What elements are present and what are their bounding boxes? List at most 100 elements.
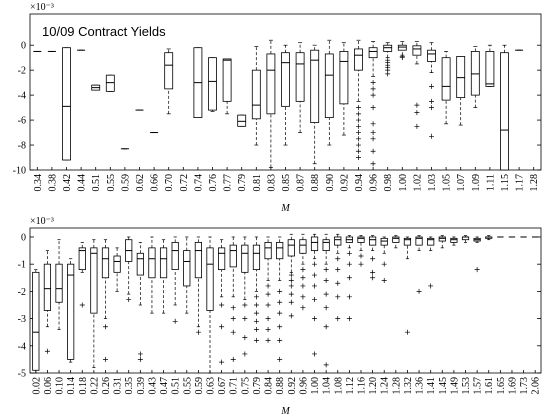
y-tick-label: -4 [18,91,26,102]
box [171,242,179,271]
x-tick-label: 0.79 [237,174,248,192]
x-tick-label: 0.55 [182,377,193,395]
box [412,45,422,56]
y-tick-label: -8 [18,141,26,152]
box [105,74,115,92]
x-tick-label: 0.67 [217,377,228,395]
outlier [300,294,306,300]
outlier [102,324,108,330]
x-tick-label: 0.76 [208,174,219,192]
box [183,250,191,287]
outlier [300,275,306,281]
box [450,237,458,243]
box [500,52,509,171]
outlier [414,102,420,108]
outlier [230,305,236,311]
x-tick-label: 0.83 [266,174,277,192]
outlier [404,329,410,335]
box [241,244,249,273]
outlier [335,267,341,273]
box [427,49,436,62]
x-tick-label: 1.11 [485,174,496,191]
outlier [300,283,306,289]
x-tick-label: 1.00 [398,174,409,192]
outlier [399,55,405,61]
outlier [335,280,341,286]
outlier [312,272,318,278]
box [427,237,435,246]
box [281,52,290,107]
x-tick-label: 0.35 [124,377,135,395]
x-tick-label: 0.59 [120,174,131,192]
x-tick-label: 0.79 [252,377,263,395]
x-tick-label: 1.73 [519,377,530,395]
outlier [428,283,434,289]
box [159,247,168,279]
box [101,247,110,279]
box [441,57,451,101]
outlier [288,291,294,297]
outlier [300,305,306,311]
outlier [312,316,318,322]
box [55,263,63,303]
x-tick-label: 0.47 [159,377,170,395]
outlier [335,294,341,300]
outlier [474,267,480,273]
x-tick-label: 0.92 [287,377,298,395]
x-tick-label: 1.45 [438,377,449,395]
box [218,247,226,271]
x-tick-label: 0.75 [240,377,251,395]
x-tick-label: 0.96 [369,174,380,192]
outlier [277,299,283,305]
box [252,244,261,271]
outlier [253,294,259,300]
outlier [253,326,259,332]
x-tick-label: 1.61 [484,377,495,395]
outlier [356,155,361,161]
outlier [44,348,50,354]
outlier [219,359,225,365]
outlier [253,310,259,316]
outlier [370,275,376,281]
x-tick-label: 0.92 [339,174,350,192]
outlier [277,324,283,330]
outlier [242,316,248,322]
x-tick-label: 1.09 [471,174,482,192]
x-tick-label: 1.53 [461,377,472,395]
x-tick-label: 2.06 [531,377,542,395]
box [295,52,305,102]
x-tick-label: 0.98 [383,174,394,192]
x-tick-label: 0.63 [206,377,217,395]
outlier [356,148,361,154]
box [354,48,363,71]
x-tick-label: 0.18 [78,377,89,395]
x-tick-label: 0.38 [47,174,58,192]
y-scale-label: ×10⁻³ [30,216,54,227]
plot-frame [29,227,542,374]
outlier [323,278,329,284]
outlier [137,351,143,357]
outlier [381,278,387,284]
box [251,69,261,120]
outlier [358,253,364,259]
outlier [242,302,248,308]
outlier [195,329,201,335]
outlier [358,261,364,267]
x-tick-label: 0.88 [310,174,321,192]
y-scale-label: ×10⁻³ [30,2,54,13]
x-tick-label: 0.14 [66,377,77,395]
box [415,236,423,246]
y-tick-label: -5 [18,369,26,380]
outlier [172,318,178,324]
x-axis-label: M [280,406,290,417]
x-tick-label: 0.59 [194,377,205,395]
outlier [277,288,283,294]
box [334,236,342,246]
x-tick-label: 0.31 [113,377,124,395]
x-tick-label: 0.62 [135,174,146,192]
outlier [277,310,283,316]
box [136,252,144,276]
outlier [137,356,143,362]
box [357,236,365,243]
outlier [323,305,329,311]
